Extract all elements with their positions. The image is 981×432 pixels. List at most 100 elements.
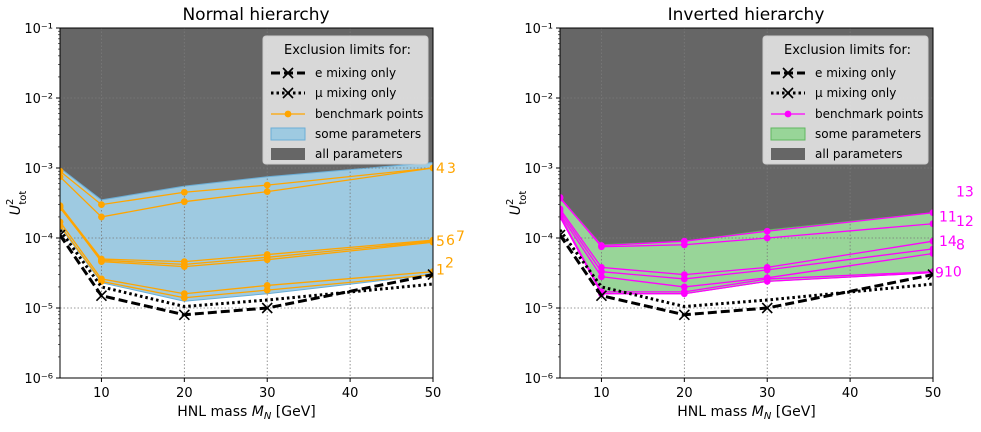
legend-some-parameters-label: some parameters: [315, 127, 421, 141]
benchmark-label-1: 1: [436, 263, 445, 279]
e-mixing-marker: [761, 302, 773, 314]
e-mixing-marker: [927, 269, 933, 281]
benchmark-point: [98, 258, 105, 266]
y-tick-label: 10⁻³: [524, 162, 553, 177]
panel-title: Normal hierarchy: [182, 5, 329, 25]
mu-mixing-line: [60, 229, 433, 309]
benchmark-label-13: 13: [956, 185, 974, 201]
benchmark-point: [680, 237, 688, 245]
axes-frame: [59, 27, 434, 379]
e-mixing-marker: [678, 309, 690, 321]
benchmark-label-5: 5: [436, 234, 445, 250]
benchmark-label-9: 9: [935, 266, 944, 282]
benchmark-point: [429, 164, 433, 172]
legend-mu-mixing-marker: [282, 87, 294, 99]
benchmark-label-4: 4: [436, 161, 445, 177]
y-axis-label: U2 tot: [505, 191, 529, 216]
legend-benchmark-marker: [784, 110, 792, 118]
benchmark-point: [180, 198, 188, 206]
legend-some-parameters-swatch: [270, 127, 306, 141]
benchmark-point: [929, 237, 933, 245]
benchmark-label-6: 6: [446, 233, 455, 249]
x-tick-label: 10: [593, 386, 610, 401]
benchmark-point: [598, 242, 605, 249]
e-mixing-marker: [560, 229, 566, 241]
benchmark-point: [263, 188, 271, 196]
panel-inverted-hierarchy: 10 20 30 40 50 10⁻⁶ 10⁻⁵ 10⁻⁴ 10⁻³ 10⁻² 10⁻¹ Invert…: [505, 5, 974, 422]
x-tick-label: 50: [925, 386, 942, 401]
legend-benchmark-label: benchmark points: [315, 107, 423, 121]
benchmark-label-8: 8: [956, 238, 965, 254]
benchmark-point: [180, 263, 188, 271]
benchmark-point: [98, 275, 105, 283]
x-tick-label: 20: [676, 386, 693, 401]
benchmark-point: [180, 258, 188, 266]
benchmark-label-12: 12: [956, 214, 974, 230]
mu-mixing-line: [560, 229, 933, 309]
benchmark-point: [98, 201, 105, 209]
panel-title: Inverted hierarchy: [668, 5, 825, 25]
benchmark-point: [598, 273, 605, 281]
benchmark-point: [763, 266, 771, 274]
legend: Exclusion limits for: e mixing only μ mixi…: [762, 35, 929, 165]
legend-mu-mixing-label: μ mixing only: [315, 86, 396, 100]
legend-e-mixing-marker: [282, 67, 294, 79]
benchmark-point: [60, 203, 64, 211]
y-tick-label: 10⁻²: [24, 92, 53, 107]
e-mixing-marker: [60, 229, 66, 241]
benchmark-point: [429, 238, 433, 246]
benchmark-point: [929, 209, 933, 217]
legend-some-parameters-swatch: [770, 127, 806, 141]
benchmark-point: [180, 188, 188, 196]
benchmark-point: [263, 256, 271, 264]
benchmark-point: [180, 290, 188, 298]
benchmark-point: [680, 275, 688, 283]
legend-some-parameters-label: some parameters: [815, 127, 921, 141]
y-tick-label: 10⁻⁵: [524, 302, 553, 317]
e-mixing-marker: [427, 269, 433, 281]
axes-frame: [559, 27, 934, 379]
legend-all-parameters-swatch: [271, 148, 305, 160]
benchmark-label-3: 3: [447, 161, 456, 177]
x-tick-label: 30: [759, 386, 776, 401]
x-axis-label: HNL mass MN [GeV]: [177, 404, 316, 422]
benchmark-point: [929, 220, 933, 228]
benchmark-point: [263, 286, 271, 294]
e-mixing-marker: [178, 309, 190, 321]
benchmark-label-11: 11: [939, 210, 957, 226]
benchmark-point: [60, 218, 64, 226]
x-tick-label: 20: [176, 386, 193, 401]
benchmark-label-7: 7: [456, 229, 465, 245]
legend-benchmark-marker: [284, 110, 292, 118]
benchmark-point: [60, 173, 64, 181]
benchmark-point: [763, 274, 771, 282]
benchmark-point: [98, 213, 105, 221]
x-tick-label: 30: [259, 386, 276, 401]
x-tick-label: 40: [842, 386, 859, 401]
legend-all-parameters-label: all parameters: [815, 147, 902, 161]
x-axis-label: HNL mass MN [GeV]: [677, 404, 816, 422]
y-tick-label: 10⁻⁶: [24, 372, 53, 387]
benchmark-point: [680, 283, 688, 291]
e-mixing-marker: [595, 290, 608, 302]
legend-e-mixing-marker: [782, 67, 794, 79]
legend-mu-mixing-marker: [782, 87, 794, 99]
legend: Exclusion limits for: e mixing only μ mixi…: [262, 35, 429, 165]
legend-all-parameters-swatch: [771, 148, 805, 160]
benchmark-label-2: 2: [445, 256, 454, 272]
y-tick-label: 10⁻²: [524, 92, 553, 107]
x-tick-label: 10: [93, 386, 110, 401]
benchmark-point: [929, 250, 933, 257]
y-tick-label: 10⁻⁵: [24, 302, 53, 317]
benchmark-point: [560, 210, 564, 218]
y-tick-label: 10⁻⁶: [524, 372, 553, 387]
benchmark-point: [680, 288, 688, 296]
legend-title: Exclusion limits for:: [784, 43, 911, 58]
legend-mu-mixing-label: μ mixing only: [815, 86, 896, 100]
y-tick-label: 10⁻⁴: [24, 232, 53, 247]
y-tick-label: 10⁻¹: [24, 22, 53, 37]
legend-e-mixing-label: e mixing only: [815, 66, 896, 80]
